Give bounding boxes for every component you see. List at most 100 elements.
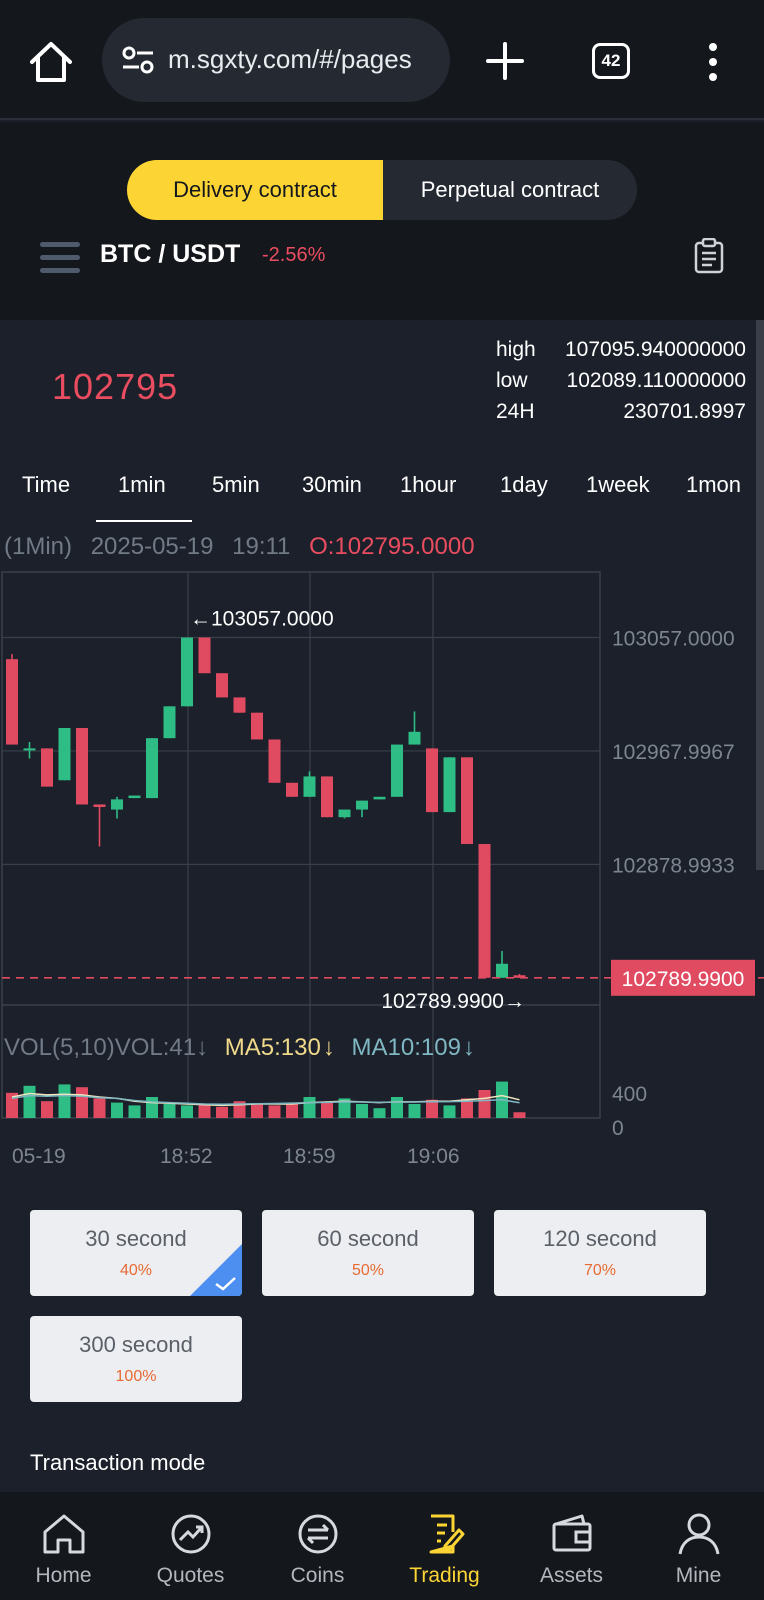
interval-tabs: Time 1min 5min 30min 1hour 1day 1week 1m…	[0, 466, 764, 522]
nav-label: Mine	[675, 1564, 722, 1587]
tab-5min[interactable]: 5min	[212, 472, 260, 497]
candle-body	[128, 795, 141, 799]
candle-body	[496, 963, 508, 978]
wallet-icon	[552, 1514, 592, 1552]
nav-home[interactable]: Home	[0, 1492, 127, 1600]
candle-body	[426, 748, 438, 813]
volume-bar	[408, 1104, 421, 1118]
candle-body	[233, 697, 246, 713]
volume-axis-label: 400	[612, 1083, 647, 1106]
stat-row-high: high 107095.940000000	[496, 338, 746, 369]
volume-bar	[356, 1104, 368, 1118]
tab-1mon[interactable]: 1mon	[686, 472, 742, 497]
home-icon[interactable]	[28, 40, 74, 84]
kline-interval: (1Min)	[4, 533, 73, 560]
period-card-120s[interactable]: 120 second 70%	[494, 1210, 706, 1296]
volume-bar	[23, 1085, 36, 1118]
candle-body	[23, 748, 36, 751]
period-card-300s[interactable]: 300 second 100%	[30, 1316, 242, 1402]
volume-bars	[6, 1081, 526, 1118]
tab-1day[interactable]: 1day	[500, 472, 548, 497]
tab-time[interactable]: Time	[22, 472, 71, 497]
low-marker: 102789.9900→	[381, 990, 525, 1013]
candle-body	[303, 776, 316, 797]
candle-body	[58, 727, 71, 781]
trend-icon	[171, 1514, 211, 1554]
delivery-contract-tab[interactable]: Delivery contract	[127, 160, 383, 220]
x-axis-label: 18:52	[160, 1145, 213, 1168]
nav-label: Trading	[409, 1564, 480, 1587]
more-vert-icon[interactable]	[701, 42, 725, 82]
browser-toolbar: m.sgxty.com/#/pages 42	[0, 0, 764, 120]
perpetual-contract-tab[interactable]: Perpetual contract	[420, 177, 600, 202]
volume-bar	[146, 1097, 158, 1118]
ma10-label: MA10:109	[351, 1034, 461, 1061]
volume-bar	[93, 1098, 106, 1118]
nav-assets[interactable]: Assets	[508, 1492, 635, 1600]
x-axis-label: 05-19	[12, 1145, 66, 1168]
volume-bar	[478, 1090, 491, 1118]
chart-frame	[1, 571, 601, 1119]
nav-label: Coins	[290, 1564, 345, 1587]
candle-body	[146, 738, 158, 799]
ma5-arrow: ↓	[322, 1034, 335, 1061]
candle-body	[111, 799, 123, 810]
trading-pair[interactable]: BTC / USDT	[100, 240, 241, 268]
volume-bar	[268, 1105, 281, 1118]
period-card-30s[interactable]: 30 second 40%	[30, 1210, 242, 1296]
period-card-60s[interactable]: 60 second 50%	[262, 1210, 474, 1296]
tab-1min[interactable]: 1min	[118, 472, 166, 497]
period-rate: 70%	[583, 1262, 617, 1279]
user-icon	[678, 1513, 720, 1555]
candle-body	[391, 744, 403, 797]
tab-switcher-button[interactable]: 42	[592, 43, 630, 79]
nav-coins[interactable]: Coins	[254, 1492, 381, 1600]
selected-check-icon	[190, 1244, 242, 1296]
period-rate: 100%	[115, 1368, 157, 1385]
clipboard-icon[interactable]	[694, 238, 724, 274]
stat-value: 102089.110000000	[566, 369, 746, 392]
tab-30min[interactable]: 30min	[302, 472, 362, 497]
volume-bar	[111, 1102, 123, 1118]
nav-quotes[interactable]: Quotes	[127, 1492, 254, 1600]
volume-bar	[286, 1104, 298, 1118]
volume-bar	[426, 1099, 438, 1118]
menu-icon[interactable]	[40, 240, 80, 276]
volume-bar	[58, 1084, 71, 1118]
volume-bar	[128, 1105, 141, 1118]
transaction-mode-label: Transaction mode	[30, 1450, 206, 1475]
candle-body	[478, 843, 491, 978]
swap-icon	[298, 1514, 338, 1554]
bottom-nav: Home Quotes Coins Trading	[0, 1492, 764, 1600]
period-rate: 50%	[351, 1262, 385, 1279]
stat-row-24h: 24H 230701.8997	[496, 400, 746, 431]
candlestick-chart[interactable]: 102789.9900 103057.0000 102967.9967 102878.…	[0, 570, 764, 1170]
stat-label: high	[496, 338, 536, 361]
nav-trading[interactable]: Trading	[381, 1492, 508, 1600]
volume-bar	[181, 1105, 193, 1118]
period-title: 30 second	[85, 1226, 187, 1251]
tab-1hour[interactable]: 1hour	[400, 472, 457, 497]
x-axis-label: 18:59	[283, 1145, 336, 1168]
kline-time: 19:11	[232, 533, 291, 560]
nav-label: Home	[35, 1564, 92, 1587]
new-tab-icon[interactable]	[486, 42, 524, 80]
price-change: -2.56%	[262, 244, 326, 266]
nav-mine[interactable]: Mine	[635, 1492, 762, 1600]
address-bar[interactable]: m.sgxty.com/#/pages	[102, 18, 450, 102]
kline-date: 2025-05-19	[90, 533, 214, 560]
candle-body	[76, 727, 88, 805]
tab-1week[interactable]: 1week	[586, 472, 650, 497]
current-price-label: 102789.9900	[622, 968, 745, 991]
volume-bar	[443, 1105, 456, 1118]
contract-type-toggle: Delivery contract Perpetual contract	[127, 160, 637, 220]
volume-bar	[216, 1106, 228, 1118]
candle-body	[251, 712, 263, 740]
scrollbar[interactable]	[756, 320, 764, 870]
stat-value: 107095.940000000	[564, 338, 746, 361]
candle-body	[513, 975, 526, 978]
candle-body	[461, 757, 473, 844]
vol-label: VOL(5,10)VOL:41	[4, 1034, 197, 1061]
kline-info: (1Min) 2025-05-19 19:11 O:102795.0000	[4, 533, 475, 561]
site-settings-icon[interactable]	[122, 46, 154, 74]
